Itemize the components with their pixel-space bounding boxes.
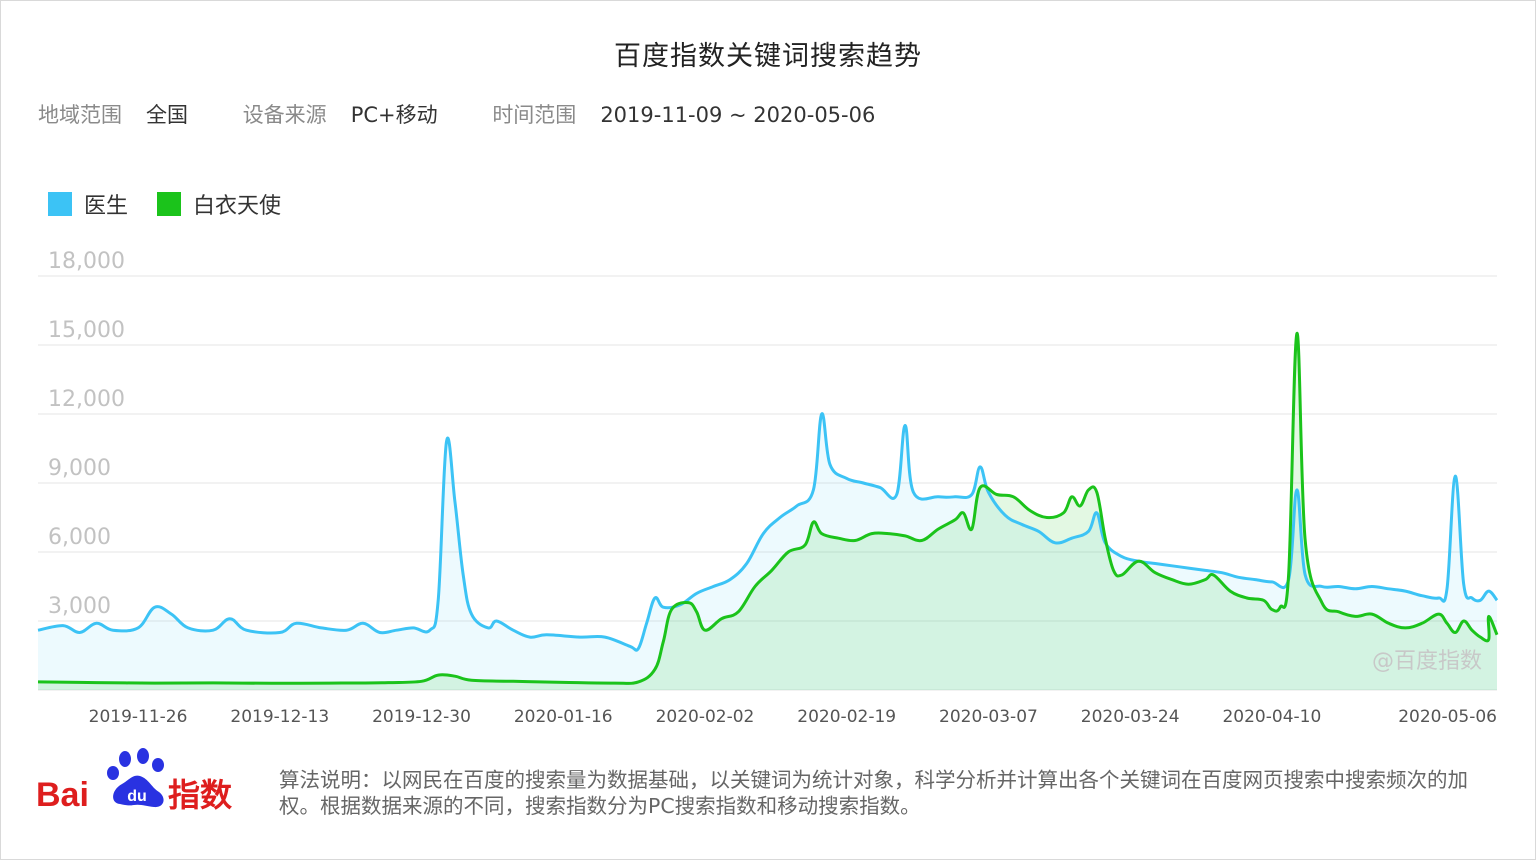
x-tick-label: 2019-11-26: [89, 707, 188, 727]
date-range-value[interactable]: 2019-11-09 ~ 2020-05-06: [600, 103, 876, 127]
series-area-0: [38, 413, 1497, 690]
trend-chart: 3,000 6,000 9,000 12,000 15,000 18,000 2019-1…: [37, 250, 1499, 727]
device-label: 设备来源: [242, 103, 327, 127]
algorithm-note: 算法说明：以网民在百度的搜索量为数据基础，以关键词为统计对象，科学分析并计算出各…: [279, 768, 1468, 818]
series-area-1: [38, 333, 1497, 690]
y-tick-label: 15,000: [48, 318, 125, 343]
legend-label-baiyitianshi: 白衣天使: [193, 194, 282, 219]
x-tick-label: 2019-12-13: [230, 707, 329, 727]
series-line-0[interactable]: [37, 412, 1499, 652]
watermark: @百度指数: [1372, 649, 1482, 674]
y-tick-label: 9,000: [48, 456, 111, 481]
x-tick-label: 2020-01-16: [514, 707, 613, 727]
legend-label-yisheng: 医生: [84, 194, 129, 219]
series-line-1[interactable]: [37, 331, 1499, 685]
filter-bar: 地域范围 全国 设备来源 PC+移动 时间范围 2019-11-09 ~ 2020-0…: [38, 99, 875, 129]
x-tick-label: 2019-12-30: [372, 707, 471, 727]
y-tick-label: 3,000: [48, 594, 111, 619]
legend-swatch-yisheng: [48, 192, 72, 216]
device-value[interactable]: PC+移动: [350, 103, 438, 127]
svg-text:Bai: Bai: [36, 776, 89, 814]
page-title: 百度指数关键词搜索趋势: [614, 41, 922, 72]
svg-text:指数: 指数: [168, 776, 233, 814]
y-tick-label: 6,000: [48, 525, 111, 550]
legend-item-baiyitianshi[interactable]: 白衣天使: [157, 188, 281, 220]
region-value[interactable]: 全国: [146, 103, 188, 127]
svg-text:du: du: [127, 788, 147, 805]
x-tick-label: 2020-02-19: [797, 707, 896, 727]
baidu-paw-icon: du: [107, 748, 164, 808]
x-tick-label: 2020-02-02: [656, 707, 755, 727]
legend-swatch-baiyitianshi: [157, 192, 182, 216]
chart-legend: 医生 白衣天使: [48, 188, 303, 222]
x-tick-label: 2020-04-10: [1222, 707, 1321, 727]
baidu-index-logo: du Bai 指数: [36, 748, 233, 814]
region-label: 地域范围: [38, 103, 122, 127]
x-tick-label: 2020-05-06: [1398, 707, 1497, 727]
legend-item-yisheng[interactable]: 医生: [48, 188, 128, 220]
y-tick-label: 18,000: [48, 250, 125, 274]
y-tick-label: 12,000: [48, 387, 125, 412]
date-range-label: 时间范围: [492, 103, 577, 127]
x-tick-label: 2020-03-24: [1081, 707, 1180, 727]
x-tick-label: 2020-03-07: [939, 707, 1038, 727]
